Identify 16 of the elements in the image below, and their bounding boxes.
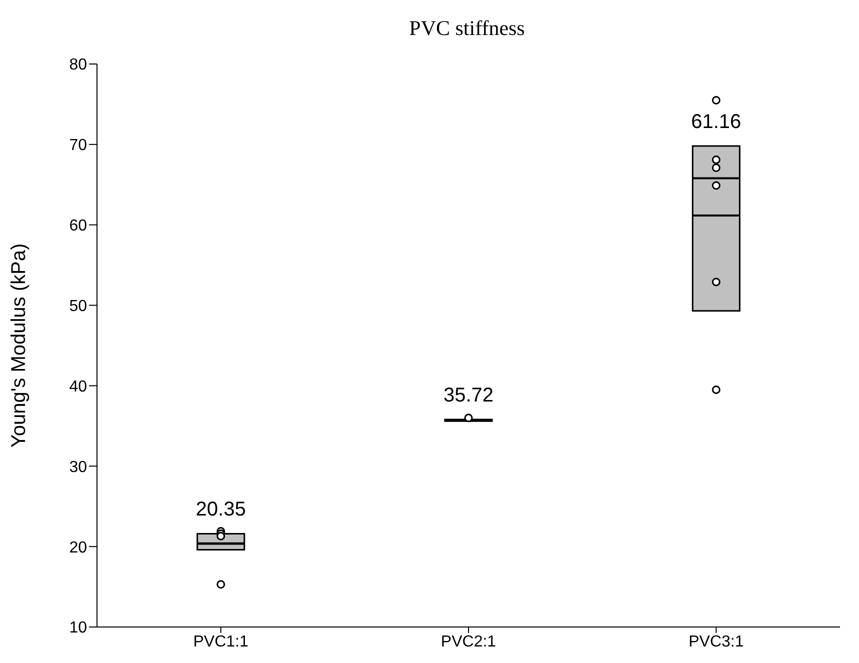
y-axis-title: Young's Modulus (kPa) [8,243,30,448]
y-tick-label: 50 [69,298,88,315]
y-tick-label: 80 [69,56,88,74]
y-tick-label: 60 [69,218,88,235]
chart-title: PVC stiffness [408,15,526,42]
annotation: 61.16 [691,111,742,134]
y-tick-label: 70 [69,137,88,154]
x-tick-label: PVC1:1 [193,633,249,650]
x-tick-label: PVC3:1 [688,633,744,650]
y-tick-label: 30 [69,458,88,476]
annotation: 20.35 [196,498,246,521]
x-tick-label: PVC2:1 [440,633,496,650]
y-tick-label: 40 [69,378,88,396]
y-tick-label: 10 [69,620,88,637]
annotation: 35.72 [443,384,494,406]
y-tick-label: 20 [69,539,88,556]
